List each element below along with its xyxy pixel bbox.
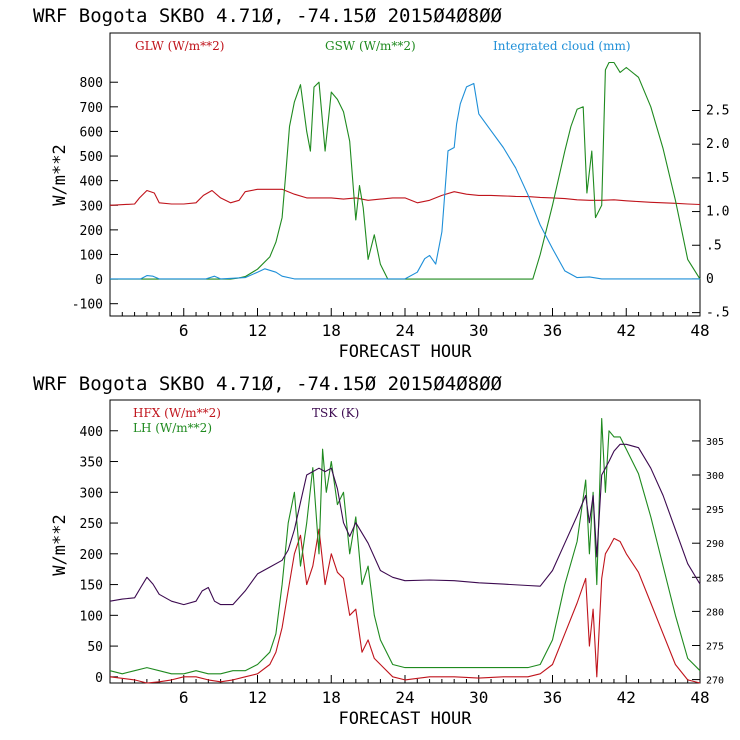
- x-tick-label: 24: [395, 321, 414, 340]
- x-tick-label: 18: [322, 321, 341, 340]
- y2-tick-label: 290: [706, 539, 724, 550]
- y-tick-label: 500: [80, 150, 103, 165]
- x-tick-label: 42: [617, 321, 636, 340]
- x-tick-label: 42: [617, 688, 636, 707]
- legend-entry-cloud: Integrated cloud (mm): [493, 39, 631, 53]
- y-tick-labels: 0 50 100 150 200 250 300 350 400: [80, 425, 103, 686]
- y-tick-label: 200: [80, 548, 103, 563]
- y-tick-label: 400: [80, 175, 103, 190]
- legend-entry-tsk: TSK (K): [312, 406, 359, 420]
- series-lines: [109, 417, 701, 684]
- x-tick-labels: 6 12 18 24 30 36 42 48: [179, 688, 710, 707]
- y-tick-label: 50: [87, 640, 103, 655]
- y-tick-label: 300: [80, 486, 103, 501]
- x-tick-labels: 6 12 18 24 30 36 42 48: [179, 321, 710, 340]
- y2-tick-label: 2.0: [706, 137, 729, 152]
- x-tick-label: 24: [395, 688, 414, 707]
- y-tick-label: 150: [80, 579, 103, 594]
- y2-tick-label: 295: [706, 505, 724, 516]
- y-tick-label: 400: [80, 425, 103, 440]
- y-tick-label: 600: [80, 125, 103, 140]
- axis-ticks: [110, 81, 700, 316]
- series-lines: [109, 61, 701, 280]
- series-line-integrated: [110, 82, 700, 280]
- y-tick-label: 100: [80, 248, 103, 263]
- y2-tick-label: .5: [706, 238, 722, 253]
- legend-entry-glw: GLW (W/m**2): [135, 39, 224, 53]
- chart-panel-2: WRF Bogota SKBO 4.71Ø, -74.15Ø 2015Ø4Ø8Ø…: [33, 373, 724, 729]
- y-tick-label: 700: [80, 101, 103, 116]
- x-tick-label: 36: [543, 321, 562, 340]
- y-tick-label: 200: [80, 224, 103, 239]
- legend-entry-lh: LH (W/m**2): [133, 421, 212, 435]
- x-tick-label: 12: [248, 688, 267, 707]
- y-tick-label: -100: [72, 298, 103, 313]
- series-line-lh: [109, 417, 701, 675]
- legend-entry-gsw: GSW (W/m**2): [325, 39, 416, 53]
- y2-tick-label: 285: [706, 573, 724, 584]
- series-line-glw: [109, 188, 701, 206]
- series-line-gsw: [110, 61, 701, 280]
- axis-ticks: [110, 430, 700, 683]
- y-tick-label: 0: [95, 273, 103, 288]
- x-tick-label: 30: [469, 321, 488, 340]
- y2-tick-labels: -.5 0 .5 1.0 1.5 2.0 2.5: [706, 103, 729, 320]
- chart-panel-1: WRF Bogota SKBO 4.71Ø, -74.15Ø 2015Ø4Ø8Ø…: [33, 5, 729, 362]
- y2-tick-label: 305: [706, 437, 724, 448]
- x-tick-label: 48: [690, 688, 709, 707]
- y-tick-label: 800: [80, 76, 103, 91]
- y2-tick-label: 1.0: [706, 205, 729, 220]
- series-line-tsk: [109, 443, 701, 606]
- plot-frame: [109, 32, 701, 317]
- y-tick-label: 250: [80, 517, 103, 532]
- x-tick-label: 6: [179, 688, 189, 707]
- x-tick-label: 18: [322, 688, 341, 707]
- x-axis-label: FORECAST HOUR: [338, 709, 472, 729]
- legend-entry-hfx: HFX (W/m**2): [133, 406, 221, 420]
- y2-tick-labels: 270 275 280 285 290 295 300 305: [706, 437, 724, 687]
- series-line-hfx: [109, 528, 701, 684]
- y-tick-label: 300: [80, 199, 103, 214]
- plot-frame: [109, 399, 701, 684]
- y-axis-label: W/m**2: [50, 514, 70, 575]
- y-tick-labels: -100 0 100 200 300 400 500 600 700 800: [72, 76, 103, 312]
- x-tick-label: 36: [543, 688, 562, 707]
- y2-tick-label: 0: [706, 272, 714, 287]
- y-tick-label: 0: [95, 671, 103, 686]
- chart-title: WRF Bogota SKBO 4.71Ø, -74.15Ø 2015Ø4Ø8Ø…: [33, 5, 503, 27]
- y2-tick-label: 1.5: [706, 171, 729, 186]
- y2-tick-label: 2.5: [706, 103, 729, 118]
- x-tick-label: 12: [248, 321, 267, 340]
- x-axis-label: FORECAST HOUR: [338, 342, 472, 362]
- y-tick-label: 350: [80, 456, 103, 471]
- y2-tick-label: -.5: [706, 306, 729, 321]
- y2-tick-label: 270: [706, 676, 724, 687]
- y-tick-label: 100: [80, 609, 103, 624]
- y2-tick-label: 275: [706, 641, 724, 652]
- y2-tick-label: 280: [706, 607, 724, 618]
- y2-tick-label: 300: [706, 471, 724, 482]
- x-tick-label: 6: [179, 321, 189, 340]
- x-tick-label: 48: [690, 321, 709, 340]
- y-axis-label: W/m**2: [50, 144, 70, 205]
- chart-title: WRF Bogota SKBO 4.71Ø, -74.15Ø 2015Ø4Ø8Ø…: [33, 373, 503, 395]
- x-tick-label: 30: [469, 688, 488, 707]
